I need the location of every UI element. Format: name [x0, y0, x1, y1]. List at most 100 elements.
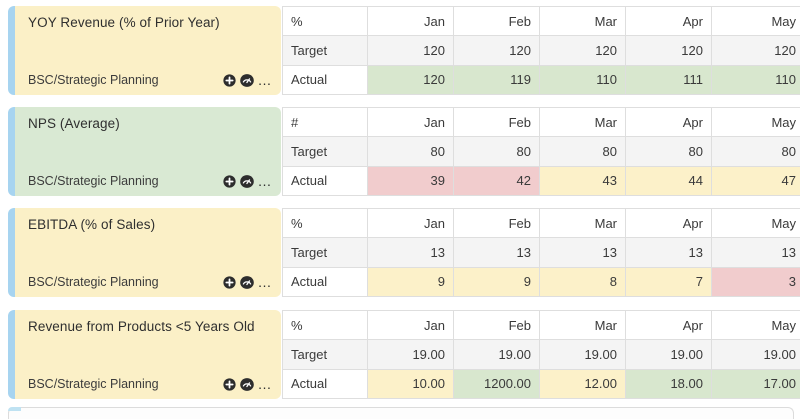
- actual-row-label: Actual: [283, 166, 367, 195]
- actual-cell[interactable]: 110: [540, 65, 625, 94]
- kpi-title: Revenue from Products <5 Years Old: [28, 319, 255, 334]
- more-button[interactable]: …: [257, 376, 272, 392]
- next-kpi-block-partial: [8, 407, 794, 419]
- kpi-data-grid: % Jan Feb Mar Apr May Target 13 13 13 13 13 Actual 9 9…: [282, 208, 800, 297]
- target-cell[interactable]: 120: [540, 36, 625, 65]
- plus-icon: [222, 275, 236, 289]
- add-button[interactable]: [222, 275, 236, 289]
- target-cell[interactable]: 19.00: [540, 340, 625, 369]
- actual-cell[interactable]: 9: [454, 267, 539, 296]
- actual-cell[interactable]: 10.00: [368, 369, 453, 398]
- kpi-card-footer: BSC/Strategic Planning …: [28, 377, 272, 391]
- next-status-stripe: [8, 407, 21, 411]
- target-row-label: Target: [283, 137, 367, 166]
- kpi-actions: …: [222, 274, 273, 290]
- kpi-actions: …: [222, 376, 273, 392]
- actual-cell[interactable]: 9: [368, 267, 453, 296]
- actual-cell[interactable]: 8: [540, 267, 625, 296]
- month-header: Apr: [626, 311, 711, 340]
- gauge-button[interactable]: [239, 377, 254, 391]
- actual-row-label: Actual: [283, 65, 367, 94]
- gauge-button[interactable]: [239, 174, 254, 188]
- status-stripe: [8, 310, 15, 399]
- target-cell[interactable]: 120: [454, 36, 539, 65]
- month-header: Feb: [454, 209, 539, 238]
- target-cell[interactable]: 120: [368, 36, 453, 65]
- add-button[interactable]: [222, 73, 236, 87]
- actual-cell[interactable]: 1200.00: [454, 369, 539, 398]
- actual-cell[interactable]: 7: [626, 267, 711, 296]
- more-button[interactable]: …: [257, 274, 272, 290]
- target-row-label: Target: [283, 340, 367, 369]
- gauge-button[interactable]: [239, 73, 254, 87]
- target-cell[interactable]: 19.00: [626, 340, 711, 369]
- target-cell[interactable]: 80: [626, 137, 711, 166]
- target-cell[interactable]: 80: [712, 137, 800, 166]
- target-cell[interactable]: 80: [368, 137, 453, 166]
- kpi-card-body: EBITDA (% of Sales) BSC/Strategic Planni…: [15, 208, 281, 297]
- target-cell[interactable]: 120: [626, 36, 711, 65]
- target-cell[interactable]: 19.00: [454, 340, 539, 369]
- kpi-card[interactable]: EBITDA (% of Sales) BSC/Strategic Planni…: [8, 208, 281, 297]
- actual-cell[interactable]: 110: [712, 65, 800, 94]
- actual-cell[interactable]: 43: [540, 166, 625, 195]
- target-cell[interactable]: 13: [368, 238, 453, 267]
- target-cell[interactable]: 13: [540, 238, 625, 267]
- kpi-card[interactable]: Revenue from Products <5 Years Old BSC/S…: [8, 310, 281, 399]
- actual-cell[interactable]: 111: [626, 65, 711, 94]
- more-button[interactable]: …: [257, 173, 272, 189]
- kpi-card-footer: BSC/Strategic Planning …: [28, 275, 272, 289]
- plus-icon: [222, 174, 236, 188]
- target-cell[interactable]: 19.00: [712, 340, 800, 369]
- target-cell[interactable]: 13: [626, 238, 711, 267]
- status-stripe: [8, 6, 15, 95]
- kpi-card-body: NPS (Average) BSC/Strategic Planning …: [15, 107, 281, 196]
- target-cell[interactable]: 13: [712, 238, 800, 267]
- kpi-actions: …: [222, 173, 273, 189]
- month-header: Jan: [368, 311, 453, 340]
- month-header: Mar: [540, 311, 625, 340]
- target-row-label: Target: [283, 36, 367, 65]
- kpi-card[interactable]: YOY Revenue (% of Prior Year) BSC/Strate…: [8, 6, 281, 95]
- kpi-category-label: BSC/Strategic Planning: [28, 73, 159, 87]
- month-header: May: [712, 108, 800, 137]
- target-cell[interactable]: 80: [540, 137, 625, 166]
- actual-cell[interactable]: 12.00: [540, 369, 625, 398]
- month-header: Feb: [454, 108, 539, 137]
- actual-cell[interactable]: 42: [454, 166, 539, 195]
- month-header: Apr: [626, 209, 711, 238]
- actual-cell[interactable]: 120: [368, 65, 453, 94]
- kpi-card[interactable]: NPS (Average) BSC/Strategic Planning …: [8, 107, 281, 196]
- kpi-card-footer: BSC/Strategic Planning …: [28, 174, 272, 188]
- actual-cell[interactable]: 39: [368, 166, 453, 195]
- actual-cell[interactable]: 18.00: [626, 369, 711, 398]
- target-cell[interactable]: 19.00: [368, 340, 453, 369]
- actual-cell[interactable]: 47: [712, 166, 800, 195]
- actual-cell[interactable]: 17.00: [712, 369, 800, 398]
- actual-row-label: Actual: [283, 369, 367, 398]
- month-header: Mar: [540, 209, 625, 238]
- more-button[interactable]: …: [257, 72, 272, 88]
- kpi-actions: …: [222, 72, 273, 88]
- kpi-category-label: BSC/Strategic Planning: [28, 377, 159, 391]
- actual-cell[interactable]: 44: [626, 166, 711, 195]
- add-button[interactable]: [222, 174, 236, 188]
- target-cell[interactable]: 13: [454, 238, 539, 267]
- gauge-icon: [239, 377, 254, 391]
- add-button[interactable]: [222, 377, 236, 391]
- target-cell[interactable]: 80: [454, 137, 539, 166]
- kpi-data-grid: # Jan Feb Mar Apr May Target 80 80 80 80 80 Actual 39…: [282, 107, 800, 196]
- status-stripe: [8, 107, 15, 196]
- gauge-button[interactable]: [239, 275, 254, 289]
- unit-cell: %: [283, 209, 367, 238]
- target-cell[interactable]: 120: [712, 36, 800, 65]
- month-header: Apr: [626, 7, 711, 36]
- kpi-scorecard: YOY Revenue (% of Prior Year) BSC/Strate…: [8, 6, 800, 419]
- month-header: May: [712, 209, 800, 238]
- month-header: Feb: [454, 311, 539, 340]
- month-header: May: [712, 7, 800, 36]
- target-row-label: Target: [283, 238, 367, 267]
- plus-icon: [222, 73, 236, 87]
- actual-cell[interactable]: 119: [454, 65, 539, 94]
- actual-cell[interactable]: 3: [712, 267, 800, 296]
